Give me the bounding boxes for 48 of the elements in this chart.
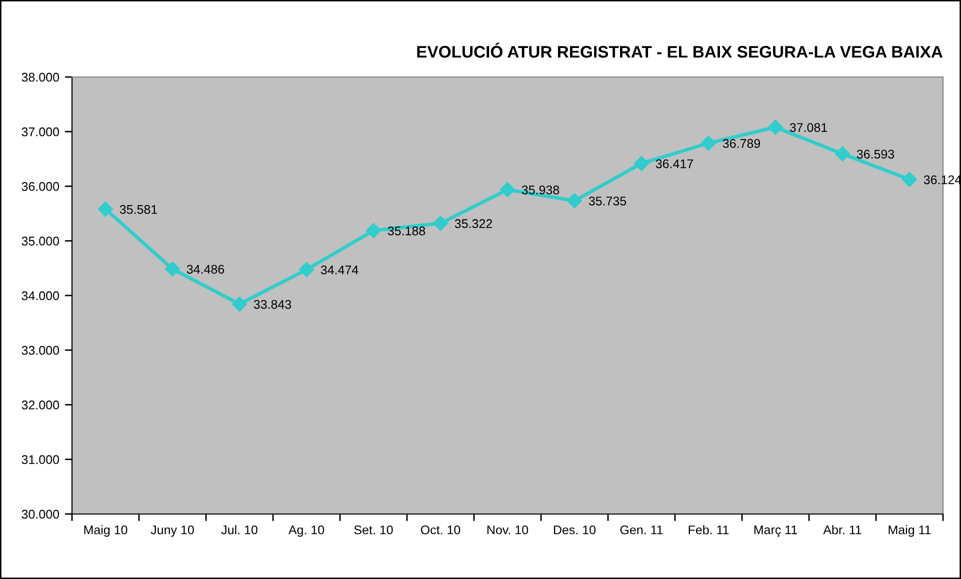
data-label: 34.486 bbox=[186, 264, 224, 274]
data-label: 37.081 bbox=[790, 123, 828, 132]
x-tick-label: Jul. 10 bbox=[221, 525, 258, 534]
point bbox=[366, 223, 382, 238]
point bbox=[98, 202, 114, 217]
point bbox=[566, 193, 582, 208]
x-tick-label: Nov. 10 bbox=[487, 525, 528, 534]
point bbox=[500, 182, 516, 198]
y-tick-label: 37.000 bbox=[22, 127, 60, 136]
y-tick-label: 35.000 bbox=[22, 236, 60, 246]
x-tick-label: Maig 10 bbox=[84, 525, 128, 537]
point bbox=[298, 262, 314, 278]
y-tick-label: 31.000 bbox=[22, 455, 60, 464]
data-label: 35.735 bbox=[588, 196, 626, 206]
y-tick-label: 36.000 bbox=[22, 182, 60, 191]
data-label: 36.593 bbox=[856, 150, 894, 159]
data-label: 35.581 bbox=[120, 205, 158, 214]
data-label: 35.938 bbox=[522, 186, 560, 194]
y-tick-label: 38.000 bbox=[22, 72, 60, 82]
x-tick-label: Set. 10 bbox=[354, 525, 393, 534]
y-tick-label: 34.000 bbox=[22, 291, 60, 300]
x-tick-label: Juny 10 bbox=[150, 525, 194, 537]
data-label: 36.417 bbox=[656, 159, 693, 168]
y-tick-label: 30.000 bbox=[22, 510, 60, 519]
data-label: 36.789 bbox=[722, 139, 760, 148]
point bbox=[232, 296, 248, 312]
point bbox=[432, 216, 448, 231]
data-label: 33.843 bbox=[254, 300, 292, 309]
x-tick-label: Feb. 11 bbox=[688, 525, 729, 534]
data-label: 35.188 bbox=[388, 226, 426, 236]
point bbox=[834, 146, 850, 162]
data-label: 34.474 bbox=[320, 266, 358, 274]
data-label: 35.322 bbox=[454, 219, 492, 228]
point bbox=[902, 172, 918, 188]
x-tick-label: Des. 10 bbox=[554, 525, 596, 534]
point bbox=[164, 261, 180, 277]
point bbox=[768, 120, 784, 135]
y-tick-label: 33.000 bbox=[22, 346, 60, 355]
y-tick-label: 32.000 bbox=[22, 400, 60, 410]
x-tick-label: Gen. 11 bbox=[620, 525, 663, 534]
x-tick-label: Març 11 bbox=[754, 526, 798, 537]
x-tick-label: Ag. 10 bbox=[288, 525, 324, 537]
point bbox=[634, 156, 650, 172]
chart-title: EVOLUCIÓ ATUR REGISTRAT - EL BAIX SEGURA-LA VEGA BAIXA bbox=[417, 42, 943, 58]
point bbox=[700, 136, 716, 151]
x-tick-label: Abr. 11 bbox=[823, 525, 862, 534]
x-tick-label: Maig 11 bbox=[888, 525, 931, 537]
x-tick-label: Oct. 10 bbox=[420, 525, 460, 534]
